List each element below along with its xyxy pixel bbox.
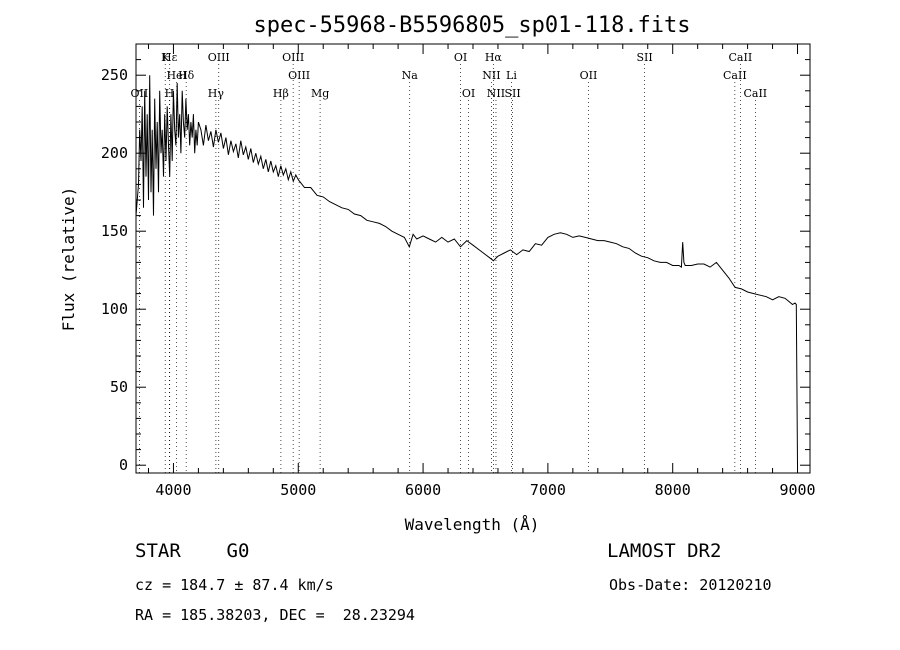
marker-label-24: CaII bbox=[743, 87, 767, 100]
plot-frame bbox=[135, 43, 811, 474]
marker-label-23: CaII bbox=[723, 69, 747, 82]
spectrum-chart: spec-55968-B5596805_sp01-118.fits HεK HeI… bbox=[59, 13, 816, 534]
y-axis-label: Flux (relative) bbox=[59, 187, 78, 332]
marker-label-7: OIII bbox=[208, 51, 230, 64]
marker-label-8: OIII bbox=[282, 51, 304, 64]
marker-label-22: CaII bbox=[729, 51, 753, 64]
x-tick-label-4000: 4000 bbox=[155, 481, 191, 499]
marker-label-2: HeI bbox=[166, 69, 186, 82]
observation-date: Obs-Date: 20120210 bbox=[609, 576, 772, 594]
y-tick-label-0: 0 bbox=[119, 456, 128, 474]
x-axis-label: Wavelength (Å) bbox=[405, 515, 540, 534]
y-tick-label-250: 250 bbox=[101, 66, 128, 84]
marker-label-19: SII bbox=[504, 87, 520, 100]
redshift-velocity: cz = 184.7 ± 87.4 km/s bbox=[135, 576, 334, 594]
marker-label-17: Li bbox=[506, 69, 517, 82]
y-tick-label-100: 100 bbox=[101, 300, 128, 318]
x-tick-label-7000: 7000 bbox=[530, 481, 566, 499]
chart-title: spec-55968-B5596805_sp01-118.fits bbox=[253, 13, 690, 38]
marker-label-1: K bbox=[161, 51, 170, 64]
survey-name: LAMOST DR2 bbox=[607, 540, 722, 562]
x-tick-label-6000: 6000 bbox=[405, 481, 441, 499]
marker-label-21: SII bbox=[637, 51, 653, 64]
marker-label-3: Hδ bbox=[178, 69, 195, 82]
marker-label-6: H bbox=[165, 87, 175, 100]
marker-label-0: Hε bbox=[162, 51, 178, 64]
marker-label-11: Mg bbox=[311, 87, 329, 100]
marker-label-14: OI bbox=[462, 87, 475, 100]
y-tick-label-200: 200 bbox=[101, 144, 128, 162]
marker-label-20: OII bbox=[580, 69, 598, 82]
marker-label-16: NII bbox=[482, 69, 500, 82]
marker-label-12: Na bbox=[402, 69, 419, 82]
x-tick-label-8000: 8000 bbox=[655, 481, 691, 499]
x-tick-label-5000: 5000 bbox=[280, 481, 316, 499]
object-class: STAR G0 bbox=[135, 540, 250, 562]
marker-label-4: OII bbox=[131, 87, 149, 100]
marker-label-5: Hγ bbox=[208, 87, 225, 100]
y-tick-label-50: 50 bbox=[110, 378, 128, 396]
marker-label-10: Hβ bbox=[273, 87, 289, 100]
marker-label-9: OIII bbox=[288, 69, 310, 82]
x-tick-label-9000: 9000 bbox=[779, 481, 815, 499]
y-tick-label-150: 150 bbox=[101, 222, 128, 240]
marker-label-15: Hα bbox=[485, 51, 503, 64]
axis-ticks: 4000 5000 6000 7000 8000 9000 0 50 100 150 200 250 bbox=[101, 44, 816, 499]
marker-label-13: OI bbox=[454, 51, 467, 64]
ra-dec-coordinates: RA = 185.38203, DEC = 28.23294 bbox=[135, 606, 415, 624]
spectrum-line bbox=[135, 75, 798, 466]
marker-label-18: NII bbox=[487, 87, 505, 100]
